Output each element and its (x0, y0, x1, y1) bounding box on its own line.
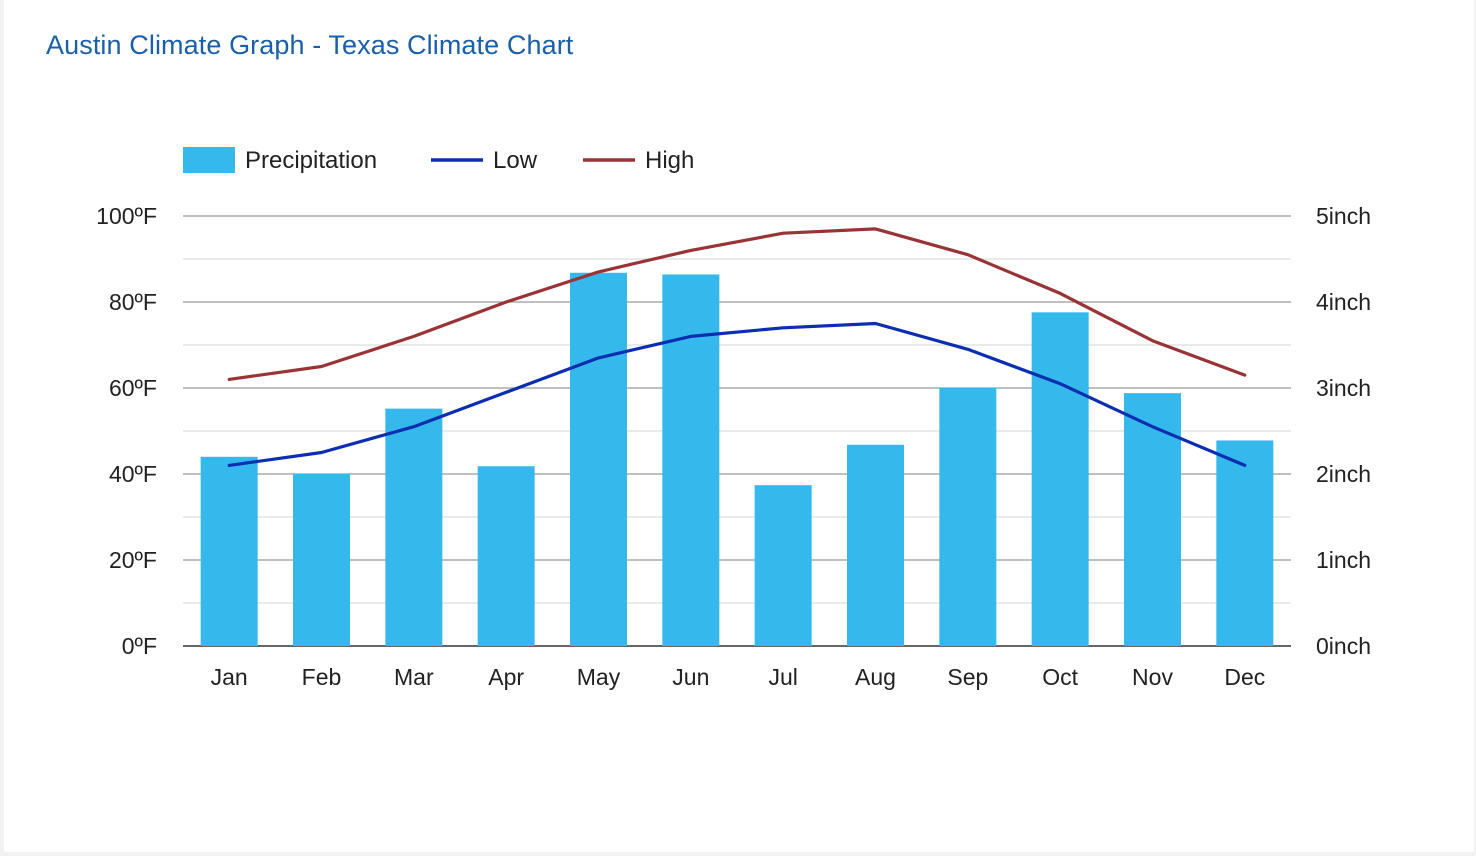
precipitation-bar-nov[interactable] (1124, 393, 1181, 646)
precipitation-bar-oct[interactable] (1031, 312, 1089, 646)
precipitation-bar-may[interactable] (570, 272, 627, 646)
precipitation-bar-feb[interactable] (293, 474, 350, 646)
y-right-tick-label: 1inch (1316, 547, 1371, 573)
x-tick-label: Jan (211, 664, 248, 690)
y-left-tick-label: 100ºF (96, 203, 157, 229)
page-title: Austin Climate Graph - Texas Climate Cha… (46, 30, 574, 60)
y-left-tick-label: 20ºF (109, 547, 157, 573)
y-right-tick-label: 2inch (1316, 461, 1371, 487)
precipitation-swatch-icon (183, 147, 235, 173)
y-right-tick-label: 5inch (1316, 203, 1371, 229)
y-right-tick-label: 4inch (1316, 289, 1371, 315)
y-right-tick-label: 3inch (1316, 375, 1371, 401)
y-axis-left: 0ºF 20ºF 40ºF 60ºF 80ºF 100ºF (96, 203, 157, 659)
legend-item-precipitation[interactable]: Precipitation (183, 147, 377, 174)
x-tick-label: Jun (672, 664, 709, 690)
precipitation-bar-mar[interactable] (385, 408, 443, 646)
y-left-tick-label: 80ºF (109, 289, 157, 315)
y-left-tick-label: 0ºF (122, 633, 157, 659)
x-tick-label: Dec (1224, 664, 1265, 690)
temperature-lines (227, 227, 1247, 467)
legend-label: Precipitation (245, 147, 377, 174)
precipitation-bars (200, 272, 1274, 646)
y-axis-right: 0inch 1inch 2inch 3inch 4inch 5inch (1316, 203, 1371, 659)
precipitation-bar-dec[interactable] (1216, 440, 1274, 646)
precipitation-bar-jun[interactable] (662, 274, 720, 646)
x-tick-label: Nov (1132, 664, 1173, 690)
precipitation-bar-sep[interactable] (939, 388, 997, 646)
legend-item-low[interactable]: Low (431, 147, 538, 174)
chart-card: Austin Climate Graph - Texas Climate Cha… (4, 0, 1474, 852)
legend-label: High (645, 147, 694, 174)
grid-lines (183, 215, 1291, 647)
precipitation-bar-aug[interactable] (847, 444, 904, 646)
y-right-tick-label: 0inch (1316, 633, 1371, 659)
y-left-tick-label: 60ºF (109, 375, 157, 401)
low-temperature-line[interactable] (227, 321, 1247, 467)
x-tick-label: Oct (1042, 664, 1078, 690)
x-tick-label: Apr (488, 664, 524, 690)
precipitation-bar-jul[interactable] (754, 485, 812, 646)
legend[interactable]: Precipitation Low High (183, 147, 694, 174)
x-tick-label: Mar (394, 664, 434, 690)
precipitation-bar-apr[interactable] (477, 466, 535, 646)
legend-item-high[interactable]: High (583, 147, 694, 174)
x-tick-label: May (577, 664, 621, 690)
x-tick-label: Feb (302, 664, 342, 690)
high-temperature-line[interactable] (227, 227, 1247, 381)
precipitation-bar-jan[interactable] (200, 456, 258, 646)
y-left-tick-label: 40ºF (109, 461, 157, 487)
x-tick-label: Jul (768, 664, 797, 690)
legend-label: Low (493, 147, 538, 174)
x-axis: Jan Feb Mar Apr May Jun Jul Aug Sep Oct Nov Dec (211, 664, 1266, 690)
x-tick-label: Aug (855, 664, 896, 690)
x-tick-label: Sep (947, 664, 988, 690)
